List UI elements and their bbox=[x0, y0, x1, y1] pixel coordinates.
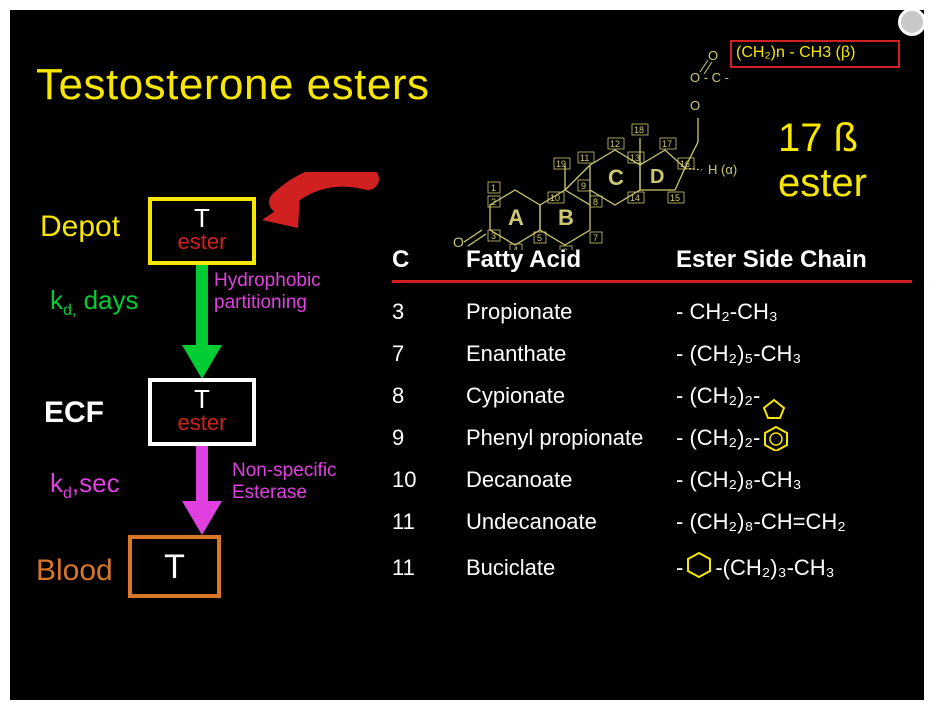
hydrophobic-note-l1: Hydrophobic bbox=[214, 270, 321, 292]
esterase-note-l2: Esterase bbox=[232, 482, 337, 504]
cell-c: 9 bbox=[392, 425, 466, 451]
ecf-box-line2: ester bbox=[152, 412, 252, 434]
arrow-depot-ecf-head-icon bbox=[182, 345, 222, 379]
ecf-box-line1: T bbox=[152, 386, 252, 412]
svg-text:H (α): H (α) bbox=[708, 162, 737, 177]
cell-fatty: Enanthate bbox=[466, 341, 676, 367]
th-fatty: Fatty Acid bbox=[466, 246, 676, 274]
kd-sec-sub: d bbox=[63, 485, 72, 502]
kd-days-prefix: k bbox=[50, 285, 63, 315]
svg-text:A: A bbox=[508, 205, 524, 230]
table-row: 8Cypionate- (CH₂)₂- bbox=[392, 383, 912, 409]
svg-text:9: 9 bbox=[581, 181, 586, 191]
cell-c: 3 bbox=[392, 299, 466, 325]
cell-side: - CH₂-CH₃ bbox=[676, 299, 912, 325]
svg-text:7: 7 bbox=[593, 233, 598, 243]
ecf-label: ECF bbox=[44, 396, 104, 430]
cell-c: 8 bbox=[392, 383, 466, 409]
cell-fatty: Undecanoate bbox=[466, 509, 676, 535]
ester-table: C Fatty Acid Ester Side Chain 3Propionat… bbox=[392, 246, 912, 601]
svg-text:O: O bbox=[690, 98, 700, 113]
svg-text:11: 11 bbox=[580, 153, 589, 163]
ecf-box: T ester bbox=[148, 378, 256, 446]
cell-side: - (CH₂)₈-CH=CH₂ bbox=[676, 509, 912, 535]
cell-fatty: Decanoate bbox=[466, 467, 676, 493]
depot-box-line1: T bbox=[152, 205, 252, 231]
blood-box: T bbox=[128, 535, 221, 598]
svg-text:8: 8 bbox=[593, 197, 598, 207]
kd-sec-suffix: ,sec bbox=[72, 468, 120, 498]
esterase-note: Non-specific Esterase bbox=[232, 460, 337, 504]
table-row: 7Enanthate- (CH₂)₅-CH₃ bbox=[392, 341, 912, 367]
cell-side: - (CH₂)₈-CH₃ bbox=[676, 467, 912, 493]
svg-text:C: C bbox=[608, 165, 624, 190]
cell-c: 10 bbox=[392, 467, 466, 493]
svg-text:19: 19 bbox=[556, 159, 566, 169]
cell-fatty: Propionate bbox=[466, 299, 676, 325]
corner-ornament-icon bbox=[898, 8, 926, 36]
arrow-ecf-blood-head-icon bbox=[182, 501, 222, 535]
svg-text:D: D bbox=[650, 166, 664, 188]
table-body: 3Propionate- CH₂-CH₃ 7Enanthate- (CH₂)₅-C… bbox=[392, 299, 912, 585]
depot-label: Depot bbox=[40, 210, 120, 244]
table-header: C Fatty Acid Ester Side Chain bbox=[392, 246, 912, 274]
svg-text:14: 14 bbox=[630, 193, 640, 203]
cell-c: 11 bbox=[392, 555, 466, 581]
cell-fatty: Buciclate bbox=[466, 555, 676, 581]
table-divider bbox=[392, 280, 912, 283]
svg-text:O - C -: O - C - bbox=[690, 70, 729, 85]
svg-text:18: 18 bbox=[634, 125, 644, 135]
ester-sidechain-highlight: (CH₂)n - CH3 (β) bbox=[730, 40, 900, 68]
th-side: Ester Side Chain bbox=[676, 246, 912, 274]
depot-box: T ester bbox=[148, 197, 256, 265]
slide: Testosterone esters Depot T ester kd, da… bbox=[10, 10, 924, 700]
svg-text:3: 3 bbox=[491, 231, 496, 241]
svg-text:17: 17 bbox=[662, 139, 672, 149]
svg-text:15: 15 bbox=[670, 193, 680, 203]
cell-side: - (CH₂)₂- bbox=[676, 425, 912, 451]
svg-text:12: 12 bbox=[610, 139, 620, 149]
svg-text:2: 2 bbox=[491, 197, 496, 207]
cell-side: --(CH₂)₃-CH₃ bbox=[676, 551, 912, 585]
cell-side: - (CH₂)₂- bbox=[676, 383, 912, 409]
kd-days: kd, days bbox=[50, 285, 139, 320]
cell-fatty: Cypionate bbox=[466, 383, 676, 409]
hydrophobic-note: Hydrophobic partitioning bbox=[214, 270, 321, 314]
table-row: 11Undecanoate- (CH₂)₈-CH=CH₂ bbox=[392, 509, 912, 535]
hydrophobic-note-l2: partitioning bbox=[214, 292, 321, 314]
esterase-note-l1: Non-specific bbox=[232, 460, 337, 482]
table-row: 11Buciclate--(CH₂)₃-CH₃ bbox=[392, 551, 912, 585]
svg-text:10: 10 bbox=[550, 193, 560, 203]
kd-days-sub: d, bbox=[63, 302, 76, 319]
blood-box-line1: T bbox=[164, 548, 185, 586]
table-row: 9Phenyl propionate- (CH₂)₂- bbox=[392, 425, 912, 451]
slide-title: Testosterone esters bbox=[36, 60, 429, 110]
cell-fatty: Phenyl propionate bbox=[466, 425, 676, 451]
cell-side: - (CH₂)₅-CH₃ bbox=[676, 341, 912, 367]
svg-text:16: 16 bbox=[680, 159, 690, 169]
return-arrow-icon bbox=[258, 172, 388, 252]
table-row: 10Decanoate- (CH₂)₈-CH₃ bbox=[392, 467, 912, 493]
kd-sec-prefix: k bbox=[50, 468, 63, 498]
cell-c: 7 bbox=[392, 341, 466, 367]
svg-text:O: O bbox=[708, 48, 718, 63]
svg-text:13: 13 bbox=[630, 153, 640, 163]
blood-label: Blood bbox=[36, 554, 113, 588]
depot-box-line2: ester bbox=[152, 231, 252, 253]
table-row: 3Propionate- CH₂-CH₃ bbox=[392, 299, 912, 325]
arrow-ecf-blood-stem bbox=[196, 446, 208, 501]
arrow-depot-ecf-stem bbox=[196, 265, 208, 345]
svg-text:1: 1 bbox=[491, 183, 496, 193]
svg-text:B: B bbox=[558, 205, 574, 230]
th-c: C bbox=[392, 246, 466, 274]
kd-sec: kd,sec bbox=[50, 468, 120, 503]
cell-c: 11 bbox=[392, 509, 466, 535]
kd-days-suffix: days bbox=[76, 285, 138, 315]
17-beta-ester-label: 17 ß ester bbox=[778, 116, 924, 206]
svg-text:5: 5 bbox=[537, 233, 542, 243]
